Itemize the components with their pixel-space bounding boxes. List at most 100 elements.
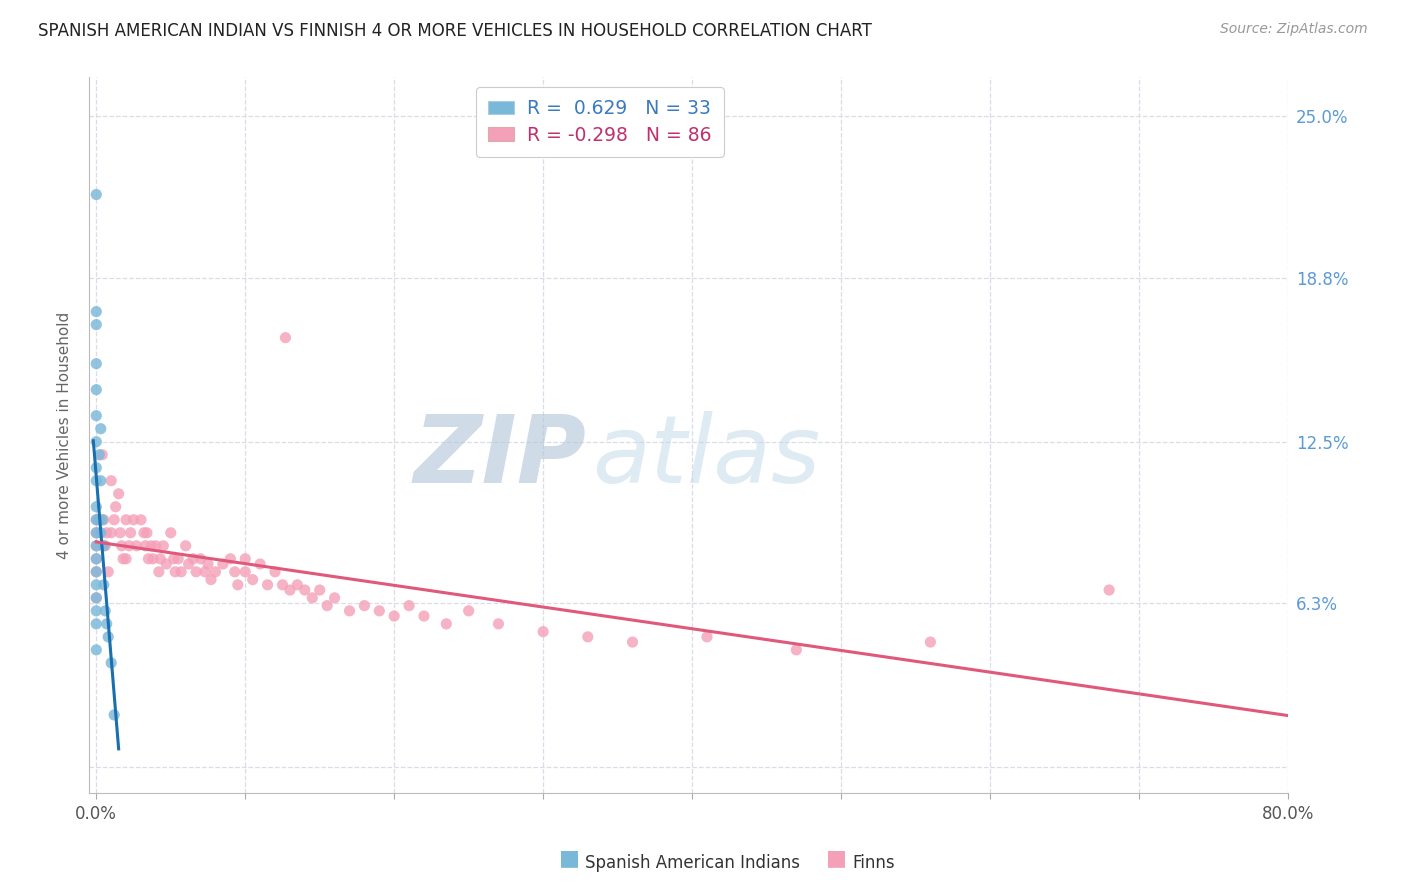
Point xyxy=(212,557,235,571)
Point xyxy=(94,604,117,618)
Point xyxy=(125,539,148,553)
Point xyxy=(155,557,177,571)
Point xyxy=(219,551,242,566)
Point xyxy=(84,187,107,202)
Point xyxy=(96,616,118,631)
Point xyxy=(84,591,107,605)
Point xyxy=(165,565,187,579)
Point xyxy=(120,525,142,540)
Point xyxy=(621,635,644,649)
Point xyxy=(84,318,107,332)
Point xyxy=(84,525,107,540)
Point xyxy=(89,448,111,462)
Point xyxy=(1098,582,1121,597)
Point xyxy=(100,474,122,488)
Point xyxy=(242,573,264,587)
Text: atlas: atlas xyxy=(592,411,821,502)
Point xyxy=(287,578,309,592)
Point xyxy=(89,513,111,527)
Point xyxy=(576,630,599,644)
Point xyxy=(353,599,375,613)
Point xyxy=(91,448,114,462)
Point xyxy=(93,578,115,592)
Point xyxy=(184,565,207,579)
Point xyxy=(93,513,115,527)
Point xyxy=(181,551,204,566)
Point xyxy=(264,565,287,579)
Point xyxy=(920,635,942,649)
Text: ZIP: ZIP xyxy=(413,410,586,503)
Point xyxy=(84,383,107,397)
Point xyxy=(84,304,107,318)
Point xyxy=(233,565,256,579)
Point xyxy=(274,331,297,345)
Point xyxy=(93,539,115,553)
Text: SPANISH AMERICAN INDIAN VS FINNISH 4 OR MORE VEHICLES IN HOUSEHOLD CORRELATION C: SPANISH AMERICAN INDIAN VS FINNISH 4 OR … xyxy=(38,22,872,40)
Point xyxy=(84,616,107,631)
Point xyxy=(118,539,141,553)
Point xyxy=(177,557,200,571)
Text: ■: ■ xyxy=(827,848,846,868)
Point xyxy=(91,513,114,527)
Text: Finns: Finns xyxy=(852,855,894,872)
Point xyxy=(141,539,163,553)
Point xyxy=(115,551,138,566)
Point xyxy=(174,539,197,553)
Point xyxy=(785,643,807,657)
Point xyxy=(134,539,156,553)
Point xyxy=(256,578,278,592)
Point xyxy=(148,565,170,579)
Point xyxy=(107,487,129,501)
Point xyxy=(197,557,219,571)
Point xyxy=(136,525,159,540)
Point xyxy=(97,630,120,644)
Point xyxy=(84,551,107,566)
Point xyxy=(103,707,125,722)
Point xyxy=(132,525,155,540)
Point xyxy=(142,551,165,566)
Point xyxy=(316,599,339,613)
Point xyxy=(100,525,122,540)
Point xyxy=(226,578,249,592)
Point xyxy=(204,565,226,579)
Point xyxy=(84,551,107,566)
Point xyxy=(149,551,172,566)
Point xyxy=(90,422,112,436)
Point xyxy=(271,578,294,592)
Point xyxy=(84,434,107,449)
Point xyxy=(152,539,174,553)
Point xyxy=(368,604,391,618)
Point xyxy=(115,513,138,527)
Point xyxy=(108,525,131,540)
Point xyxy=(84,357,107,371)
Legend: R =  0.629   N = 33, R = -0.298   N = 86: R = 0.629 N = 33, R = -0.298 N = 86 xyxy=(475,87,724,157)
Point xyxy=(94,539,117,553)
Point xyxy=(301,591,323,605)
Point xyxy=(159,525,181,540)
Point xyxy=(145,539,167,553)
Point xyxy=(129,513,152,527)
Point xyxy=(103,513,125,527)
Text: Spanish American Indians: Spanish American Indians xyxy=(585,855,800,872)
Point xyxy=(84,643,107,657)
Point xyxy=(104,500,127,514)
Point xyxy=(84,578,107,592)
Point xyxy=(112,551,135,566)
Point xyxy=(122,513,145,527)
Point xyxy=(488,616,510,631)
Y-axis label: 4 or more Vehicles in Household: 4 or more Vehicles in Household xyxy=(58,311,72,558)
Point xyxy=(278,582,301,597)
Point xyxy=(90,474,112,488)
Point xyxy=(224,565,246,579)
Point xyxy=(97,565,120,579)
Point xyxy=(110,539,132,553)
Point xyxy=(294,582,316,597)
Point xyxy=(84,474,107,488)
Point xyxy=(84,513,107,527)
Point xyxy=(138,551,160,566)
Point xyxy=(84,539,107,553)
Text: Source: ZipAtlas.com: Source: ZipAtlas.com xyxy=(1220,22,1368,37)
Point xyxy=(84,591,107,605)
Point xyxy=(398,599,420,613)
Text: ■: ■ xyxy=(560,848,579,868)
